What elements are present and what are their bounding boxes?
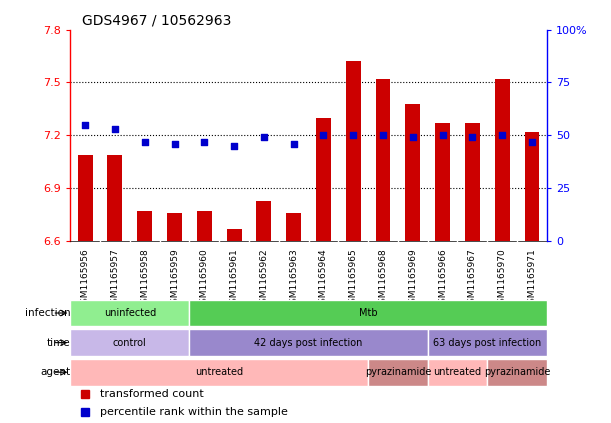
Text: GSM1165960: GSM1165960 (200, 248, 209, 309)
Text: 42 days post infection: 42 days post infection (254, 338, 363, 348)
Bar (428, 359, 488, 386)
Text: GSM1165965: GSM1165965 (349, 248, 357, 309)
Text: uninfected: uninfected (104, 308, 156, 318)
Text: GSM1165959: GSM1165959 (170, 248, 179, 309)
Bar (405, 104, 420, 241)
Text: GSM1165964: GSM1165964 (319, 248, 328, 309)
Bar (227, 229, 241, 241)
Text: transformed count: transformed count (100, 390, 204, 399)
Bar (495, 79, 510, 241)
Bar (524, 132, 540, 241)
Point (437, 132, 447, 139)
Bar (435, 123, 450, 241)
Bar (488, 359, 547, 386)
Bar (108, 155, 122, 241)
Bar (70, 299, 189, 327)
Point (497, 132, 507, 139)
Point (140, 138, 150, 145)
Text: GSM1165961: GSM1165961 (230, 248, 238, 309)
Point (110, 126, 120, 132)
Text: GSM1165962: GSM1165962 (260, 248, 268, 309)
Bar (70, 329, 189, 356)
Point (348, 132, 358, 139)
Text: Mtb: Mtb (359, 308, 378, 318)
Bar (257, 201, 271, 241)
Bar (70, 359, 368, 386)
Bar (465, 123, 480, 241)
Point (199, 138, 209, 145)
Text: GSM1165970: GSM1165970 (498, 248, 507, 309)
Point (378, 132, 388, 139)
Bar (376, 79, 390, 241)
Point (527, 138, 537, 145)
Text: percentile rank within the sample: percentile rank within the sample (100, 407, 288, 417)
Bar (189, 299, 547, 327)
Text: GSM1165968: GSM1165968 (379, 248, 387, 309)
Text: untreated: untreated (433, 367, 481, 377)
Bar (137, 211, 152, 241)
Text: GSM1165966: GSM1165966 (438, 248, 447, 309)
Text: control: control (113, 338, 147, 348)
Bar (428, 329, 547, 356)
Bar (78, 155, 93, 241)
Text: time: time (46, 338, 70, 348)
Text: agent: agent (40, 367, 70, 377)
Point (467, 134, 477, 141)
Bar (167, 213, 182, 241)
Text: GSM1165963: GSM1165963 (289, 248, 298, 309)
Text: GSM1165971: GSM1165971 (527, 248, 536, 309)
Text: GSM1165958: GSM1165958 (141, 248, 149, 309)
Text: infection: infection (24, 308, 70, 318)
Point (318, 132, 328, 139)
Point (80, 121, 90, 128)
Point (289, 140, 299, 147)
Text: GSM1165956: GSM1165956 (81, 248, 90, 309)
Text: pyrazinamide: pyrazinamide (484, 367, 551, 377)
Text: untreated: untreated (195, 367, 243, 377)
Bar (286, 213, 301, 241)
Point (408, 134, 418, 141)
Text: 63 days post infection: 63 days post infection (433, 338, 541, 348)
Point (170, 140, 180, 147)
Bar (346, 61, 360, 241)
Bar (189, 329, 428, 356)
Text: pyrazinamide: pyrazinamide (365, 367, 431, 377)
Text: GSM1165969: GSM1165969 (408, 248, 417, 309)
Point (229, 143, 239, 149)
Text: GSM1165967: GSM1165967 (468, 248, 477, 309)
Bar (197, 211, 212, 241)
Point (259, 134, 269, 141)
Bar (368, 359, 428, 386)
Bar (316, 118, 331, 241)
Text: GDS4967 / 10562963: GDS4967 / 10562963 (82, 14, 232, 27)
Text: GSM1165957: GSM1165957 (111, 248, 119, 309)
